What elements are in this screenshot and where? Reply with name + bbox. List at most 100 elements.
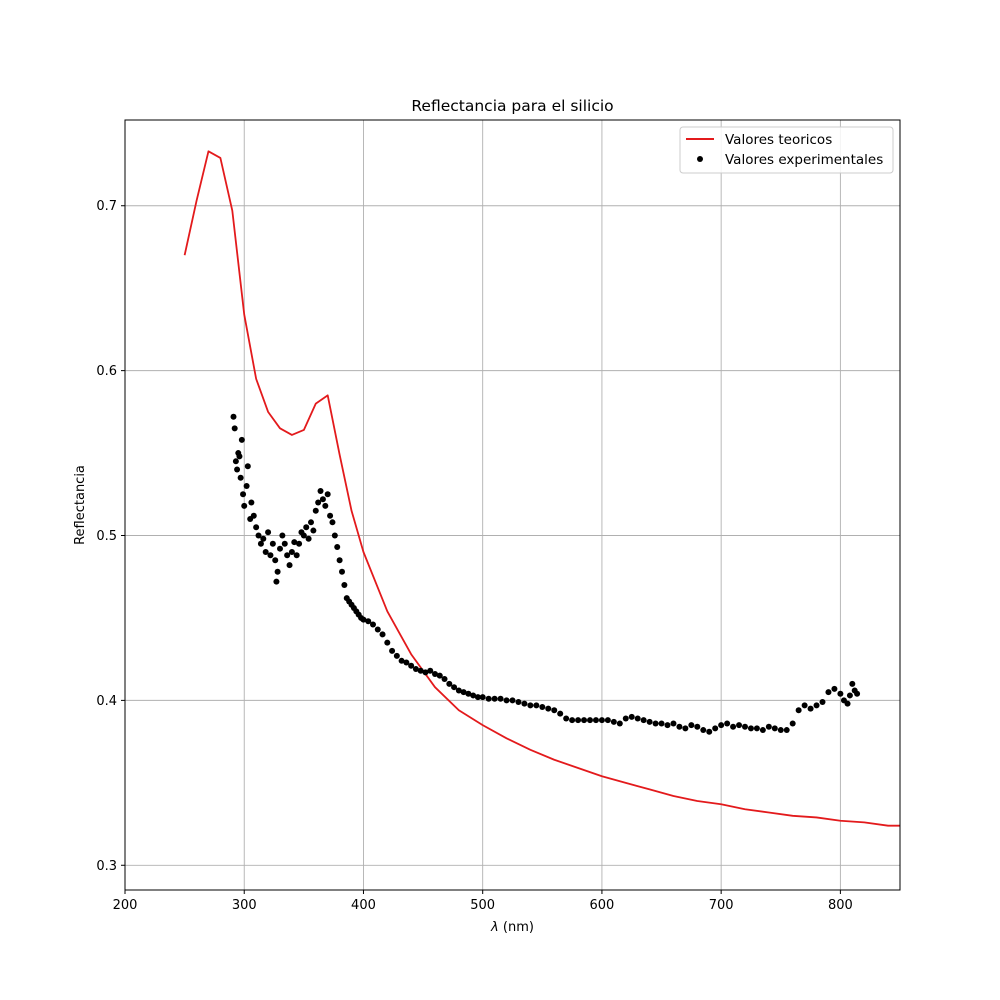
data-point [724,720,731,727]
data-point [250,512,257,519]
data-point [825,689,832,696]
data-point [676,723,683,730]
data-point [759,727,766,734]
data-point [795,707,802,714]
data-point [272,557,279,564]
data-point [441,675,448,682]
series-line-teoricos [183,150,900,827]
data-point [491,695,498,702]
data-point [305,535,312,542]
data-point [551,707,558,714]
data-point [470,692,477,699]
data-point [322,502,329,509]
data-point [265,529,272,536]
data-point [300,532,307,539]
data-point [460,689,467,696]
data-point [646,718,653,725]
data-point [253,524,260,531]
data-point [610,718,617,725]
data-point [712,725,719,732]
y-tick-label: 0.3 [96,859,117,874]
data-point [569,717,576,724]
data-point [286,562,293,569]
data-point [303,524,310,531]
data-point [273,578,280,585]
data-point [248,499,255,506]
ticks: 200 300 400 500 600 700 800 0.3 0.4 0.5 0.6 0.7 [96,199,852,913]
data-point [238,436,245,443]
x-tick-label: 800 [828,898,853,913]
plot-area [125,120,900,890]
series-layer [183,150,900,827]
data-point [604,717,611,724]
data-point [736,722,743,729]
data-point [747,725,754,732]
data-point [742,723,748,730]
data-point [324,491,331,498]
data-point [331,532,338,539]
data-point [837,690,844,697]
y-tick-label: 0.6 [96,364,117,379]
data-point [640,717,647,724]
legend-box [679,126,894,174]
data-point [694,723,701,730]
data-point [417,667,424,674]
x-tick-label: 600 [590,898,615,913]
x-axis-title: λ (nm) [490,920,534,935]
data-point [432,671,438,677]
data-point [545,705,552,712]
data-point [422,669,429,676]
data-point [474,694,481,701]
x-axis-symbol: λ [490,920,499,935]
data-point [384,639,391,646]
data-point [393,652,400,659]
data-point [581,717,588,724]
y-tick-label: 0.5 [96,529,117,544]
data-point [308,519,314,526]
data-point [521,700,528,707]
data-point [408,662,415,669]
data-point [341,581,348,588]
data-point [339,568,345,575]
data-point [237,474,244,481]
data-point [317,487,324,494]
data-point [844,700,851,707]
data-point [598,717,605,724]
data-point [706,728,713,735]
data-point [497,695,504,702]
data-point [688,722,695,729]
data-point [412,666,419,673]
x-tick-label: 200 [113,898,138,913]
data-point [234,466,241,473]
data-point [336,557,343,564]
plot-frame [124,119,901,891]
y-tick-label: 0.7 [96,199,117,214]
data-point [807,705,814,712]
x-tick-label: 700 [709,898,734,913]
data-point [231,425,238,432]
data-point [365,618,372,625]
data-point [682,725,689,732]
data-point [296,540,303,547]
data-point [243,483,250,490]
data-point [279,532,286,539]
data-point [389,647,396,654]
data-point [616,720,623,727]
data-point [312,507,319,514]
data-point [777,727,784,734]
data-point [658,720,665,727]
data-point [527,702,534,709]
data-point [281,540,288,547]
data-point [329,519,336,526]
data-point [315,499,322,506]
data-point [730,723,737,730]
data-point [652,720,659,727]
legend-label-teoricos: Valores teoricos [725,132,832,148]
legend: Valores teoricos Valores experimentales [679,126,894,174]
data-point [509,697,516,704]
data-point [670,720,677,727]
data-point [244,463,251,470]
legend-dot-swatch [697,156,703,162]
data-point [262,548,269,555]
data-point [634,715,641,722]
